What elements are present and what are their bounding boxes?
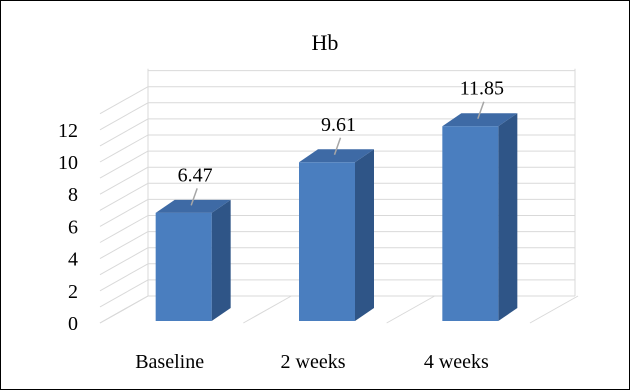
floor-divider xyxy=(243,295,292,324)
y-tick-label: 12 xyxy=(58,120,78,142)
gridline-side xyxy=(99,215,149,243)
y-tick-label: 8 xyxy=(68,184,78,206)
gridline-side xyxy=(99,247,149,276)
data-label: 9.61 xyxy=(321,114,356,136)
gridline-side xyxy=(99,263,149,292)
bar-top xyxy=(442,113,518,127)
gridline-side xyxy=(99,166,149,195)
y-tick-label: 4 xyxy=(68,249,78,271)
bar-side xyxy=(498,113,518,321)
bar-front xyxy=(299,162,355,321)
chart-title: Hb xyxy=(312,30,339,55)
bar-top xyxy=(155,199,231,213)
floor-divider xyxy=(386,295,435,324)
y-tick-label: 10 xyxy=(58,152,78,174)
gridline-side xyxy=(99,86,149,115)
gridline-side xyxy=(99,231,149,260)
y-tick-label: 0 xyxy=(68,313,78,335)
gridline-side xyxy=(99,102,149,131)
x-axis-ticks: Baseline 2 weeks 4 weeks xyxy=(135,351,489,373)
y-axis-ticks: 0 2 4 6 8 10 12 xyxy=(58,120,78,335)
bar-front xyxy=(155,212,212,321)
floor-divider xyxy=(529,295,579,324)
x-tick-label: 4 weeks xyxy=(424,351,489,373)
bar xyxy=(442,113,518,321)
bar-side xyxy=(355,149,374,321)
data-label: 6.47 xyxy=(178,164,213,186)
gridline-side xyxy=(99,118,149,147)
gridline-side xyxy=(99,150,149,179)
bar-side xyxy=(211,199,231,321)
bar xyxy=(299,149,374,321)
gridline-side xyxy=(99,182,149,211)
bars xyxy=(155,113,518,321)
data-labels: 6.47 9.61 11.85 xyxy=(178,78,504,206)
leader-line xyxy=(333,137,342,156)
leader-line xyxy=(190,188,198,206)
bar-front xyxy=(442,126,499,321)
x-tick-label: Baseline xyxy=(135,351,204,373)
gridline-side xyxy=(99,279,149,308)
data-label: 11.85 xyxy=(460,78,504,100)
y-tick-label: 6 xyxy=(68,216,78,238)
floor-divider xyxy=(99,295,149,324)
gridline-side xyxy=(99,198,149,227)
bar xyxy=(155,199,231,321)
x-tick-label: 2 weeks xyxy=(281,351,346,373)
leader-line xyxy=(477,101,485,119)
gridline-side xyxy=(99,134,149,163)
bar-top xyxy=(299,149,374,163)
y-tick-label: 2 xyxy=(68,281,78,303)
